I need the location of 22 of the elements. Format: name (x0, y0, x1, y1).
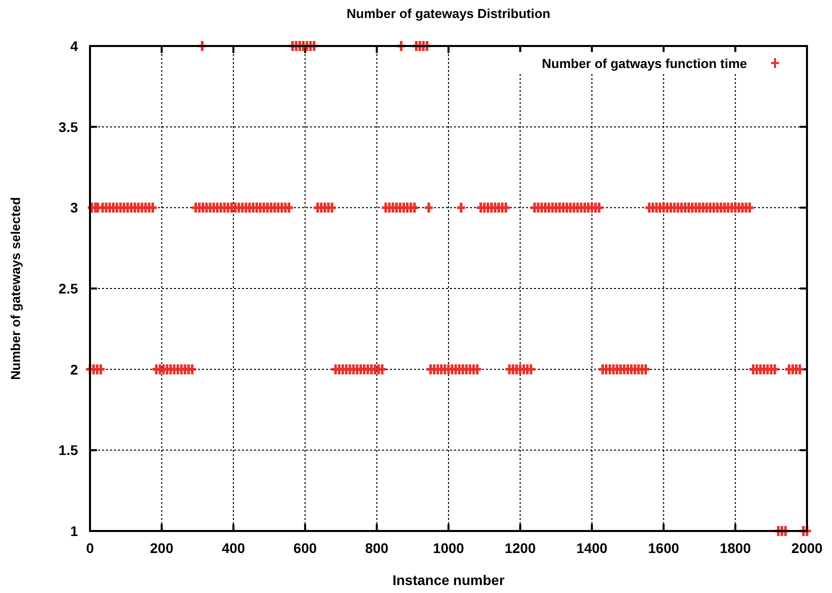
x-tick-label: 1600 (648, 540, 680, 556)
x-axis-title: Instance number (392, 572, 506, 588)
chart-title: Number of gateways Distribution (346, 6, 550, 21)
legend-label: Number of gatways function time (542, 56, 747, 71)
y-tick-label: 1.5 (58, 442, 78, 458)
x-tick-label: 1000 (432, 540, 464, 556)
x-tick-label: 1800 (720, 540, 752, 556)
y-axis-title: Number of gateways selected (8, 197, 23, 380)
x-tick-label: 0 (86, 540, 94, 556)
y-tick-label: 1 (70, 523, 78, 539)
x-tick-label: 400 (222, 540, 246, 556)
x-tick-label: 2000 (791, 540, 823, 556)
x-tick-label: 1400 (576, 540, 608, 556)
y-tick-label: 2 (70, 361, 78, 378)
x-tick-label: 600 (293, 540, 317, 556)
x-tick-label: 800 (365, 540, 389, 556)
y-tick-label: 3 (70, 200, 78, 216)
y-tick-label: 2.5 (58, 280, 78, 296)
x-tick-label: 1200 (504, 540, 536, 556)
x-tick-label: 200 (150, 540, 174, 556)
y-tick-label: 3.5 (58, 118, 78, 135)
y-tick-label: 4 (70, 38, 78, 54)
